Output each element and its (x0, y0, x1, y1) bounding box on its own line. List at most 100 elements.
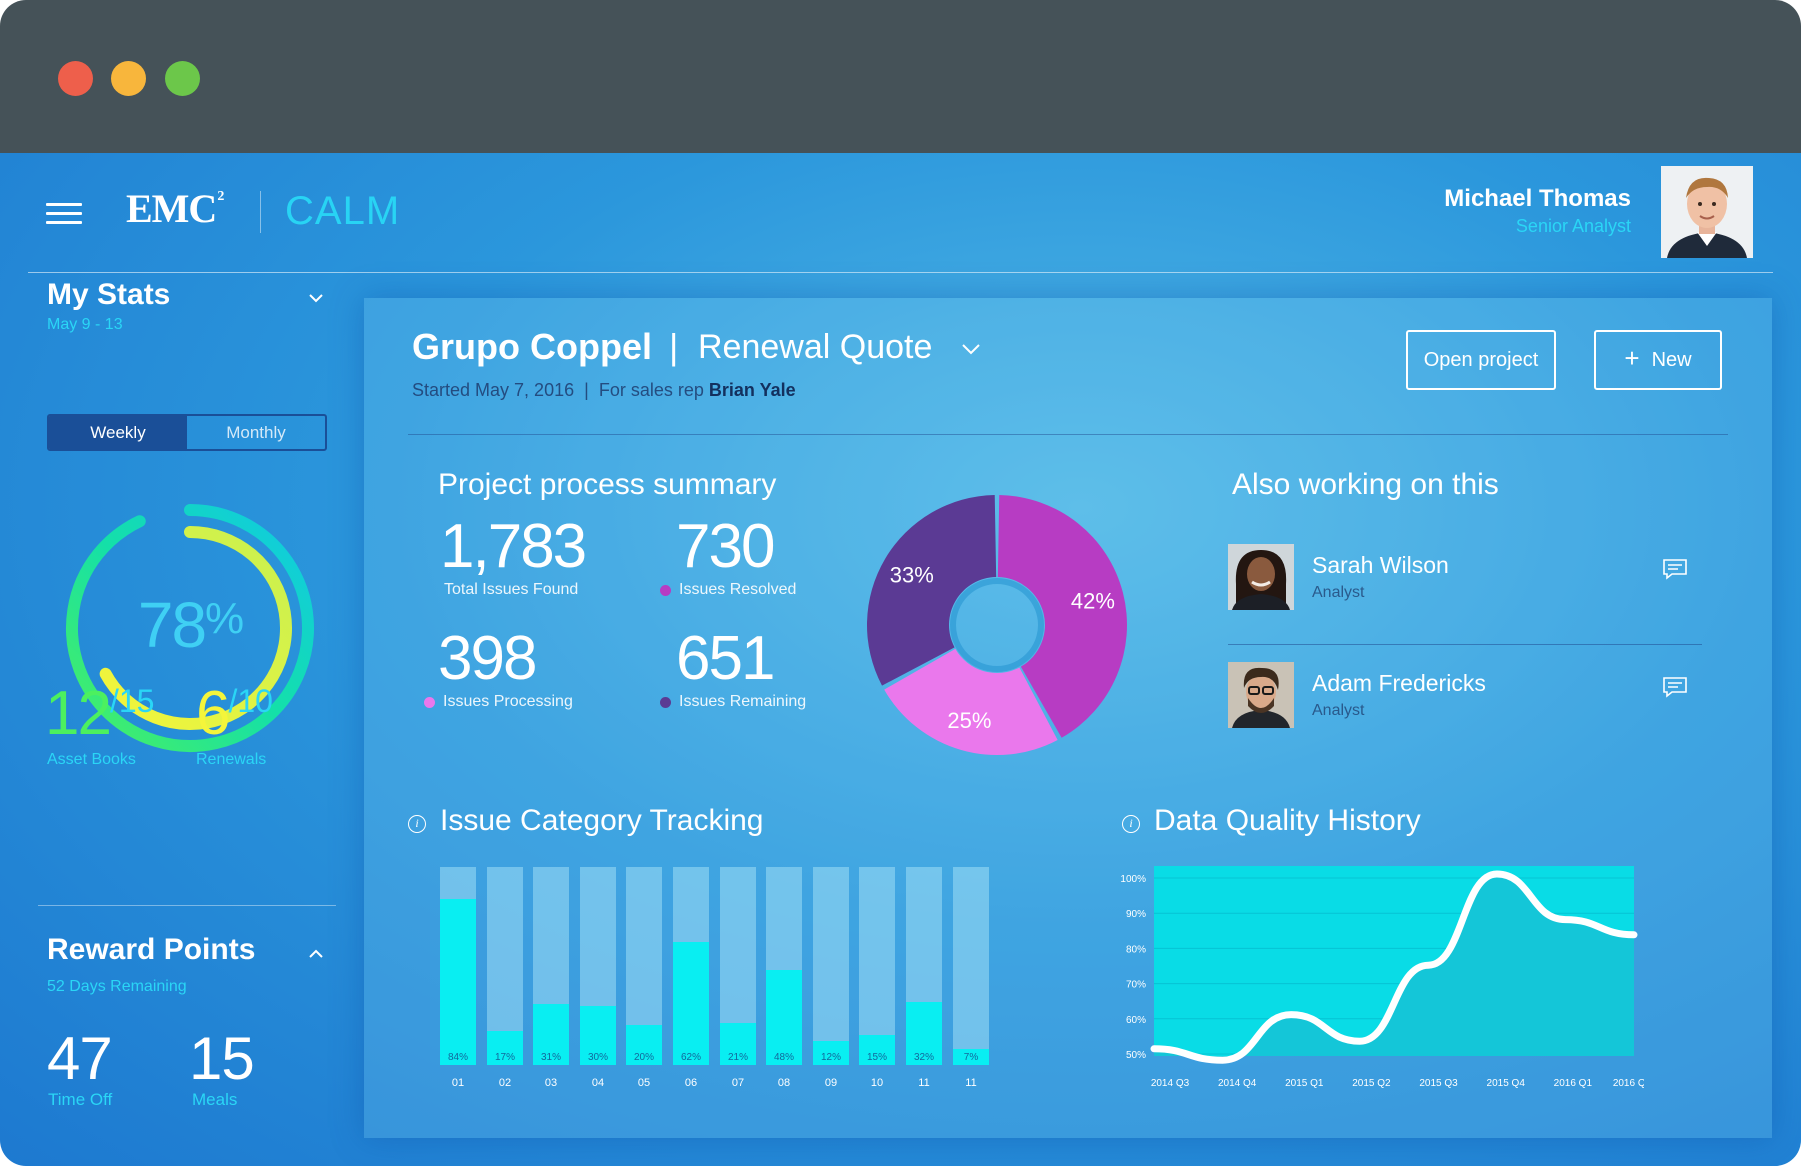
bar-fill (580, 1005, 616, 1065)
bar-x-tick: 09 (824, 1077, 838, 1089)
project-chevron-down-icon[interactable] (960, 338, 982, 360)
user-avatar[interactable] (1661, 166, 1753, 258)
meals-value: 15 (189, 1025, 255, 1092)
bar-x-tick: 05 (637, 1077, 651, 1089)
open-project-button[interactable]: Open project (1406, 330, 1556, 390)
header-divider (28, 272, 1773, 273)
bar-x-tick: 04 (591, 1077, 605, 1089)
issues-resolved-value: 730 (676, 512, 775, 581)
processing-legend-dot (424, 696, 435, 708)
bar-03[interactable]: 31% (533, 867, 569, 1065)
user-name[interactable]: Michael Thomas (1444, 185, 1631, 212)
bar-04[interactable]: 30% (580, 867, 616, 1065)
bar-x-tick: 07 (731, 1077, 745, 1089)
bar-11[interactable]: 32% (906, 867, 942, 1065)
team-member-name: Adam Fredericks (1312, 670, 1486, 696)
hamburger-menu-icon[interactable] (46, 203, 82, 225)
chevron-down-icon[interactable] (308, 290, 324, 306)
issues-resolved-label: Issues Resolved (660, 581, 796, 599)
logo-divider (260, 191, 261, 233)
team-title: Also working on this (1232, 468, 1499, 501)
team-member-role: Analyst (1312, 584, 1365, 601)
issues-remaining-label: Issues Remaining (660, 693, 806, 711)
data-quality-info-icon[interactable]: i (1122, 815, 1140, 833)
meals-label: Meals (192, 1090, 238, 1109)
new-button[interactable]: + New (1594, 330, 1722, 390)
issue-tracking-info-icon[interactable]: i (408, 815, 426, 833)
bar-value-label: 30% (587, 1052, 608, 1063)
bar-fill (859, 1035, 895, 1065)
weekly-toggle-button[interactable]: Weekly (49, 416, 187, 449)
emc-logo: EMC2 (126, 186, 224, 231)
donut-slice-remaining[interactable] (867, 495, 997, 686)
bar-x-tick: 01 (451, 1077, 465, 1089)
y-tick-label: 90% (1126, 909, 1146, 920)
user-role: Senior Analyst (1515, 216, 1631, 236)
x-tick-label: 2016 Q1 (1554, 1078, 1593, 1089)
window-titlebar (0, 0, 1801, 153)
project-name: Grupo Coppel (412, 326, 652, 367)
chat-icon[interactable] (1662, 676, 1688, 698)
issues-processing-label: Issues Processing (424, 693, 573, 711)
project-meta: Started May 7, 2016 | For sales rep Bria… (412, 380, 796, 400)
project-type[interactable]: Renewal Quote (698, 328, 933, 366)
donut-slice-processing[interactable] (884, 648, 1058, 755)
bar-x-tick: 11 (965, 1077, 977, 1089)
bar-x-tick: 06 (684, 1077, 698, 1089)
issue-category-bar-chart: 84% 01 17% 02 31% 03 30% 04 20% 05 62% 06 21% 07 48% 08… (440, 867, 1000, 1097)
x-tick-label: 2015 Q1 (1285, 1078, 1324, 1089)
window-minimize-button[interactable] (111, 61, 146, 96)
asset-books-value: 12/15 (45, 679, 155, 748)
bar-02[interactable]: 17% (487, 867, 523, 1065)
bar-fill (673, 942, 709, 1065)
data-quality-title: Data Quality History (1154, 804, 1421, 837)
bar-05[interactable]: 20% (626, 867, 662, 1065)
bar-06[interactable]: 62% (673, 867, 709, 1065)
bar-value-label: 48% (773, 1052, 794, 1063)
window-close-button[interactable] (58, 61, 93, 96)
reward-points-title: Reward Points (47, 933, 256, 966)
summary-title: Project process summary (438, 468, 777, 501)
issue-tracking-title: Issue Category Tracking (440, 804, 764, 837)
ring-outer-arc (66, 504, 314, 752)
bar-value-label: 21% (727, 1052, 748, 1063)
bar-x-tick: 03 (544, 1077, 558, 1089)
data-quality-area-chart: 100% 90% 80% 70% 60% 50% 2014 Q3 2014 Q4 2015 Q1… (1120, 866, 1644, 1089)
reward-points-remaining: 52 Days Remaining (47, 978, 187, 995)
resolved-legend-dot (660, 584, 671, 596)
sidebar-divider (38, 905, 336, 906)
bar-01[interactable]: 84% (440, 867, 476, 1065)
bar-value-label: 31% (540, 1052, 561, 1063)
bar-fill (953, 1049, 989, 1065)
x-tick-label: 2015 Q4 (1487, 1078, 1526, 1089)
window-maximize-button[interactable] (165, 61, 200, 96)
bar-x-tick: 10 (870, 1077, 884, 1089)
progress-ring: 78% (50, 488, 330, 768)
team-divider (1228, 644, 1702, 645)
y-tick-label: 50% (1126, 1050, 1146, 1061)
project-title-separator: | (669, 326, 679, 367)
donut-slice-resolved[interactable] (997, 495, 1127, 738)
bar-09[interactable]: 12% (813, 867, 849, 1065)
y-tick-label: 80% (1126, 944, 1146, 955)
bar-08[interactable]: 48% (766, 867, 802, 1065)
bar-fill (440, 898, 476, 1065)
app-name: CALM (285, 189, 401, 233)
bar-fill (487, 1031, 523, 1065)
bar-value-label: 84% (447, 1052, 468, 1063)
bar-07[interactable]: 21% (720, 867, 756, 1065)
bar-10[interactable]: 15% (859, 867, 895, 1065)
ring-inner-arc (99, 526, 292, 730)
chevron-up-icon[interactable] (308, 946, 324, 962)
x-tick-label: 2016 Q2 (1613, 1078, 1644, 1089)
bar-11[interactable]: 7% (953, 867, 989, 1065)
team-member-name: Sarah Wilson (1312, 552, 1449, 578)
bar-fill (533, 1003, 569, 1065)
issues-processing-value: 398 (438, 624, 537, 693)
panel-divider (408, 434, 1728, 435)
bar-fill (906, 1001, 942, 1065)
bar-value-label: 15% (866, 1052, 887, 1063)
chat-icon[interactable] (1662, 558, 1688, 580)
monthly-toggle-button[interactable]: Monthly (226, 422, 286, 442)
team-member-role: Analyst (1312, 702, 1365, 719)
